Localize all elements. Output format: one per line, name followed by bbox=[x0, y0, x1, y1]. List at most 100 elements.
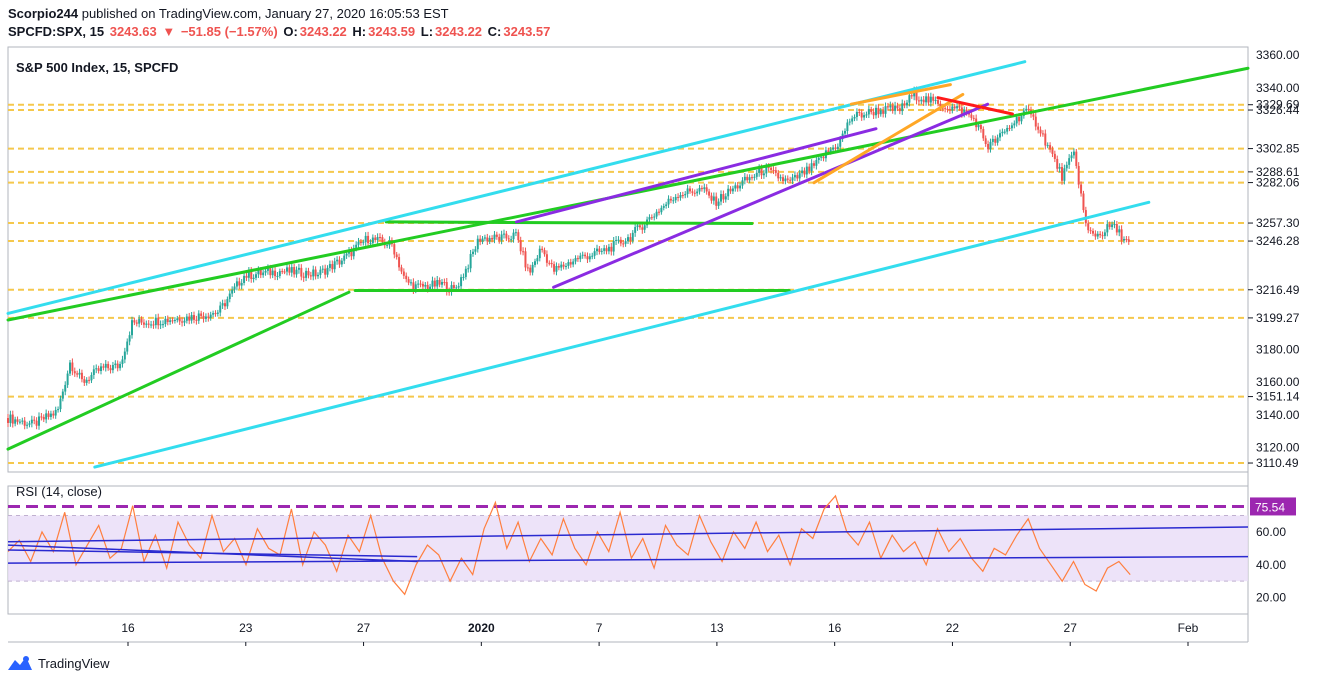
candle-body bbox=[989, 141, 992, 150]
level-label: 3302.85 bbox=[1256, 142, 1300, 156]
candle-body bbox=[948, 109, 951, 111]
candle-body bbox=[443, 282, 446, 284]
candle-body bbox=[572, 261, 575, 265]
candle-body bbox=[970, 114, 973, 118]
candle-body bbox=[844, 131, 846, 134]
candle-body bbox=[863, 115, 866, 118]
x-tick-label: 27 bbox=[357, 621, 371, 635]
candle-body bbox=[865, 114, 868, 116]
candle-body bbox=[355, 244, 358, 248]
candle-body bbox=[951, 106, 954, 111]
candle-body bbox=[438, 280, 441, 285]
candle-body bbox=[1032, 114, 1035, 117]
rsi-overbought-label: 75.54 bbox=[1255, 500, 1285, 514]
candle-body bbox=[638, 225, 641, 228]
candle-body bbox=[617, 239, 620, 241]
candle-body bbox=[703, 187, 706, 190]
x-tick-label: 22 bbox=[946, 621, 960, 635]
tradingview-cloud-icon bbox=[8, 656, 32, 670]
trendline-purple bbox=[552, 102, 990, 289]
candle-body bbox=[336, 259, 339, 262]
candle-body bbox=[407, 279, 410, 283]
candle-body bbox=[917, 100, 920, 102]
candle-body bbox=[464, 268, 467, 277]
candle-body bbox=[658, 211, 660, 213]
candle-body bbox=[536, 258, 539, 262]
candle-body bbox=[739, 185, 742, 189]
tradingview-logo: TradingView bbox=[6, 654, 110, 672]
candle-body bbox=[16, 419, 19, 422]
candle-body bbox=[886, 106, 889, 108]
candle-body bbox=[431, 280, 434, 287]
candle-body bbox=[195, 319, 198, 321]
candle-body bbox=[450, 285, 453, 292]
candle-body bbox=[875, 107, 877, 116]
level-label: 3216.49 bbox=[1256, 283, 1300, 297]
candle-body bbox=[810, 163, 813, 172]
candle-body bbox=[429, 286, 432, 290]
candle-body bbox=[326, 267, 329, 275]
candle-body bbox=[150, 324, 153, 326]
candle-body bbox=[157, 317, 160, 326]
candle-body bbox=[925, 96, 928, 103]
candle-body bbox=[724, 196, 727, 200]
candle-body bbox=[565, 265, 567, 267]
candle-body bbox=[894, 105, 897, 111]
candle-body bbox=[574, 258, 577, 262]
candle-body bbox=[269, 268, 272, 276]
candle-body bbox=[460, 277, 463, 287]
candle-body bbox=[1013, 123, 1016, 126]
close-value: 3243.57 bbox=[503, 24, 551, 39]
candle-body bbox=[164, 318, 167, 325]
candle-body bbox=[681, 195, 684, 197]
candle-body bbox=[748, 177, 751, 181]
candle-body bbox=[369, 243, 372, 245]
price-tick-label: 3120.00 bbox=[1256, 440, 1300, 454]
candle-body bbox=[345, 253, 348, 256]
candle-body bbox=[760, 168, 763, 176]
candle-body bbox=[653, 216, 656, 218]
symbol-label: SPCFD:SPX, 15 bbox=[8, 24, 105, 39]
candle-body bbox=[1061, 167, 1063, 181]
candle-body bbox=[395, 254, 398, 258]
candle-body bbox=[1082, 193, 1085, 211]
candle-body bbox=[1101, 235, 1104, 237]
author-name: Scorpio244 bbox=[8, 6, 79, 21]
candle-body bbox=[941, 107, 944, 109]
candle-body bbox=[598, 248, 601, 252]
candle-body bbox=[979, 124, 982, 130]
change-value: −51.85 (−1.57%) bbox=[180, 24, 278, 39]
candle-body bbox=[462, 276, 465, 278]
candle-body bbox=[214, 313, 217, 315]
candle-body bbox=[212, 313, 215, 315]
candle-body bbox=[987, 143, 990, 150]
candle-body bbox=[698, 187, 701, 192]
candle-body bbox=[1089, 230, 1092, 232]
candle-body bbox=[1037, 126, 1040, 130]
candle-body bbox=[827, 150, 830, 153]
candle-body bbox=[352, 247, 355, 257]
candle-body bbox=[154, 317, 157, 326]
candle-body bbox=[545, 254, 548, 263]
candle-body bbox=[30, 419, 33, 424]
candle-body bbox=[493, 234, 496, 240]
candle-body bbox=[541, 248, 544, 251]
candle-body bbox=[1075, 151, 1078, 166]
candle-body bbox=[178, 318, 181, 322]
candle-body bbox=[1111, 224, 1114, 228]
candle-body bbox=[100, 366, 102, 371]
candle-body bbox=[915, 90, 918, 101]
candle-body bbox=[78, 372, 81, 375]
price-tick-label: 3160.00 bbox=[1256, 375, 1300, 389]
candle-body bbox=[851, 118, 854, 122]
candle-body bbox=[722, 194, 725, 200]
candle-body bbox=[264, 270, 267, 273]
candle-body bbox=[104, 363, 107, 368]
candle-body bbox=[1103, 232, 1106, 236]
candle-body bbox=[736, 185, 739, 189]
candle-body bbox=[1092, 230, 1094, 234]
candle-body bbox=[162, 324, 164, 326]
candle-body bbox=[259, 270, 262, 276]
x-tick-label: 27 bbox=[1064, 621, 1078, 635]
